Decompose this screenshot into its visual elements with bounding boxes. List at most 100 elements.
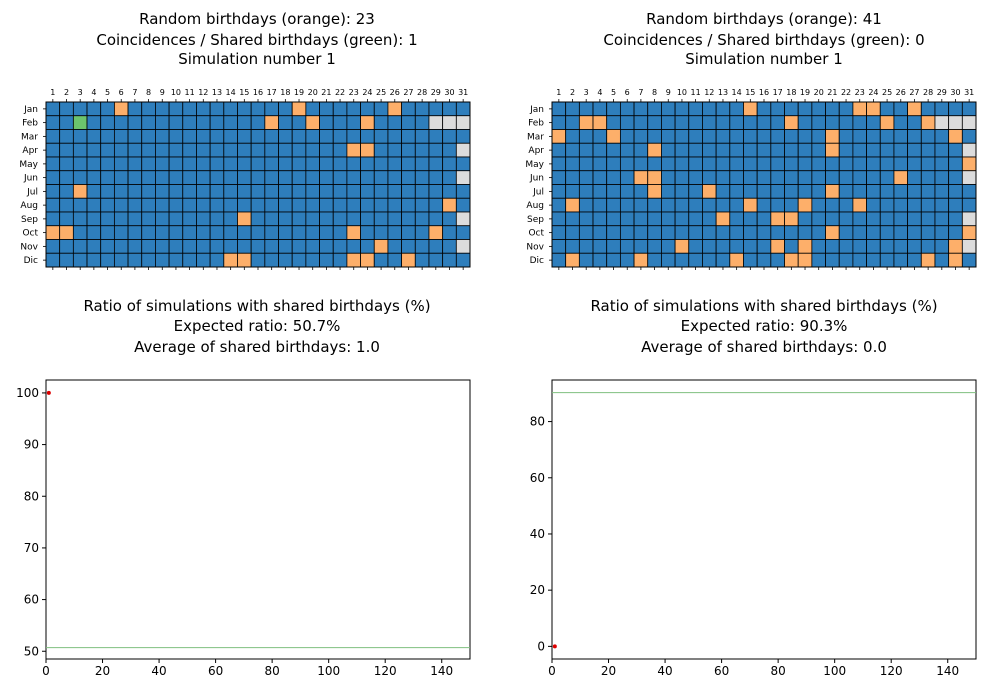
day-cell (852, 170, 867, 185)
month-label: May (19, 160, 38, 170)
day-cell (414, 252, 430, 268)
day-cell (59, 115, 74, 130)
day-cell (784, 170, 799, 185)
day-cell (838, 129, 854, 144)
day-cell (155, 142, 170, 158)
day-label: 18 (786, 88, 796, 97)
birthday-cell (825, 184, 840, 199)
day-cell (743, 211, 758, 227)
day-cell (674, 101, 690, 117)
invalid-date-cell (455, 170, 471, 185)
day-cell (86, 101, 102, 117)
day-cell (223, 115, 238, 130)
x-tick-label: 60 (714, 664, 729, 678)
day-cell (113, 252, 129, 268)
day-cell (45, 170, 61, 185)
day-cell (414, 156, 430, 172)
day-cell (702, 170, 717, 185)
day-cell (797, 170, 813, 185)
day-cell (332, 115, 348, 130)
day-cell (141, 170, 156, 185)
day-cell (702, 142, 717, 158)
day-cell (729, 156, 744, 172)
day-cell (702, 101, 717, 117)
day-cell (866, 211, 881, 227)
day-cell (948, 142, 963, 158)
x-tick-label: 120 (374, 664, 397, 678)
day-cell (893, 184, 909, 199)
day-cell (606, 142, 621, 158)
day-cell (934, 142, 950, 158)
birthday-cell (59, 225, 74, 240)
day-cell (770, 170, 785, 185)
day-cell (784, 225, 799, 240)
month-label: Nov (526, 242, 544, 252)
day-cell (373, 225, 389, 240)
day-cell (278, 156, 293, 172)
ratio-chart-1-title: Ratio of simulations with shared birthda… (83, 297, 430, 356)
day-cell (715, 142, 731, 158)
day-cell (907, 142, 922, 158)
month-label: Jul (26, 187, 38, 197)
day-cell (45, 101, 61, 117)
day-cell (770, 156, 785, 172)
day-label: 9 (666, 88, 671, 97)
birthday-cell (387, 101, 403, 117)
birthday-cell (551, 129, 567, 144)
day-cell (756, 142, 772, 158)
day-cell (455, 197, 471, 213)
day-cell (278, 129, 293, 144)
day-label: 10 (677, 88, 687, 97)
day-cell (565, 239, 580, 254)
day-cell (879, 129, 895, 144)
day-cell (264, 184, 279, 199)
day-cell (702, 252, 717, 268)
birthday-cell (825, 225, 840, 240)
day-cell (100, 142, 115, 158)
day-cell (619, 129, 635, 144)
day-cell (442, 225, 457, 240)
day-cell (346, 197, 361, 213)
birthday-cell (879, 115, 895, 130)
birthday-cell (729, 252, 744, 268)
month-label: Jun (529, 174, 544, 184)
day-cell (223, 225, 238, 240)
day-cell (551, 225, 567, 240)
month-label: Mar (21, 132, 38, 142)
day-cell (319, 211, 334, 227)
day-cell (592, 170, 608, 185)
day-cell (237, 129, 252, 144)
day-label: 28 (417, 88, 427, 97)
birthday-cell (948, 252, 963, 268)
day-cell (401, 101, 416, 117)
day-cell (155, 115, 170, 130)
day-cell (825, 197, 840, 213)
day-cell (661, 170, 676, 185)
day-cell (278, 170, 293, 185)
heatmap-1-title-line-3: Simulation number 1 (178, 50, 336, 68)
day-cell (86, 211, 102, 227)
day-cell (551, 211, 567, 227)
day-label: 6 (625, 88, 630, 97)
day-cell (688, 225, 703, 240)
day-cell (100, 156, 115, 172)
ratio-chart-1-title-line-1: Ratio of simulations with shared birthda… (83, 297, 430, 315)
day-cell (770, 101, 785, 117)
day-cell (155, 156, 170, 172)
day-cell (141, 239, 156, 254)
day-cell (155, 239, 170, 254)
day-cell (920, 225, 936, 240)
day-cell (428, 211, 444, 227)
day-cell (414, 197, 430, 213)
day-cell (661, 142, 676, 158)
day-label: 18 (280, 88, 290, 97)
birthday-cell (346, 225, 361, 240)
day-cell (907, 115, 922, 130)
day-cell (127, 142, 143, 158)
day-cell (879, 252, 895, 268)
day-label: 14 (226, 88, 236, 97)
day-cell (811, 252, 826, 268)
day-cell (428, 170, 444, 185)
day-cell (86, 197, 102, 213)
